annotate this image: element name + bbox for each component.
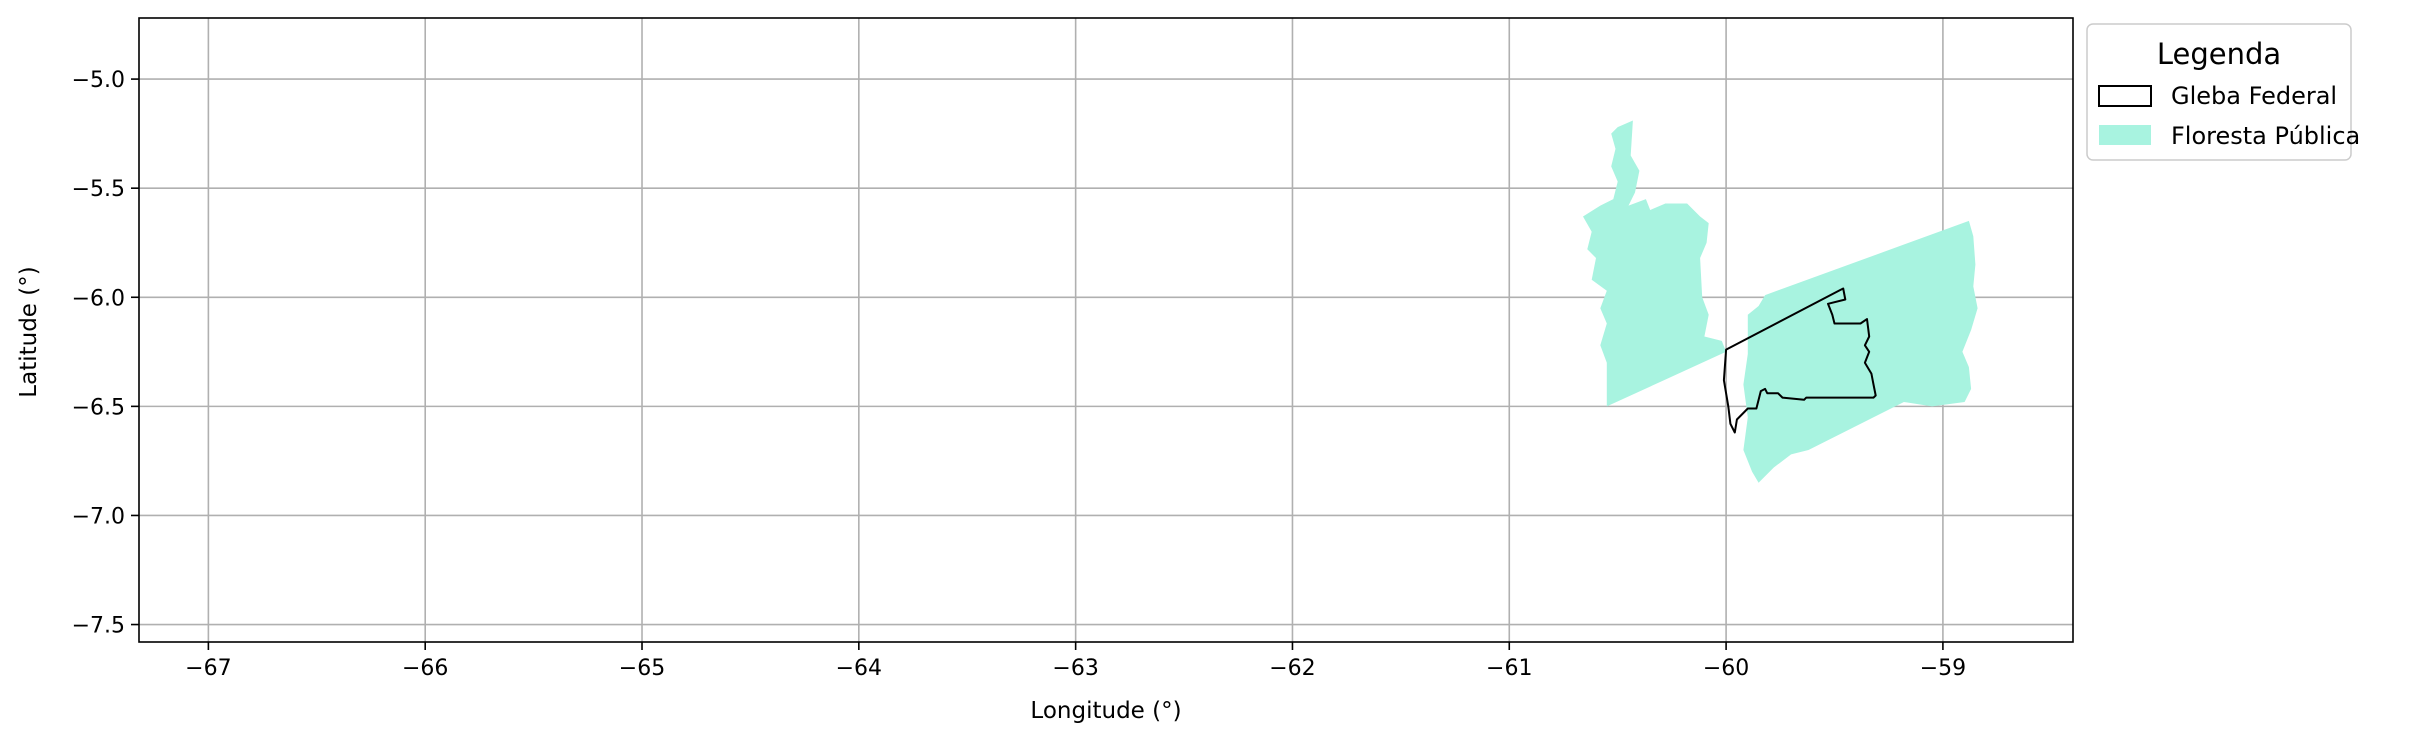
floresta-publica-polygon (1583, 120, 1727, 407)
x-tick-label: −61 (1486, 656, 1532, 681)
y-tick-label: −5.0 (72, 68, 125, 93)
map-layers (1583, 120, 1978, 483)
legend-swatch-floresta-publica (2099, 125, 2151, 145)
x-tick-label: −64 (836, 656, 882, 681)
x-tick-label: −59 (1920, 656, 1966, 681)
y-tick-label: −5.5 (72, 177, 125, 202)
y-tick-label: −7.5 (72, 614, 125, 639)
y-tick-label: −6.0 (72, 286, 125, 311)
x-axis-ticks: −67 −66 −65 −64 −63 −62 −61 −60 −59 (185, 642, 1966, 681)
legend-swatch-gleba-federal (2098, 85, 2152, 107)
legend-box (2086, 23, 2352, 161)
legend: Legenda Gleba Federal Floresta Pública (2086, 23, 2360, 161)
x-tick-label: −66 (402, 656, 448, 681)
y-tick-label: −7.0 (72, 504, 125, 529)
x-tick-label: −60 (1703, 656, 1749, 681)
x-axis-title: Longitude (°) (1030, 698, 1181, 724)
y-axis-title: Latitude (°) (16, 266, 42, 397)
x-tick-label: −63 (1052, 656, 1098, 681)
floresta-publica-polygon (1743, 220, 1978, 483)
x-tick-label: −65 (619, 656, 665, 681)
x-tick-label: −62 (1269, 656, 1315, 681)
gleba-federal-polygon (1722, 287, 1877, 434)
y-tick-label: −6.5 (72, 395, 125, 420)
x-tick-label: −67 (185, 656, 231, 681)
legend-label-floresta-publica: Floresta Pública (2171, 122, 2360, 150)
plot-frame (138, 17, 2074, 643)
y-axis-ticks: −5.0 −5.5 −6.0 −6.5 −7.0 −7.5 (72, 68, 139, 639)
legend-label-gleba-federal: Gleba Federal (2171, 82, 2337, 110)
legend-title: Legenda (2157, 37, 2281, 71)
